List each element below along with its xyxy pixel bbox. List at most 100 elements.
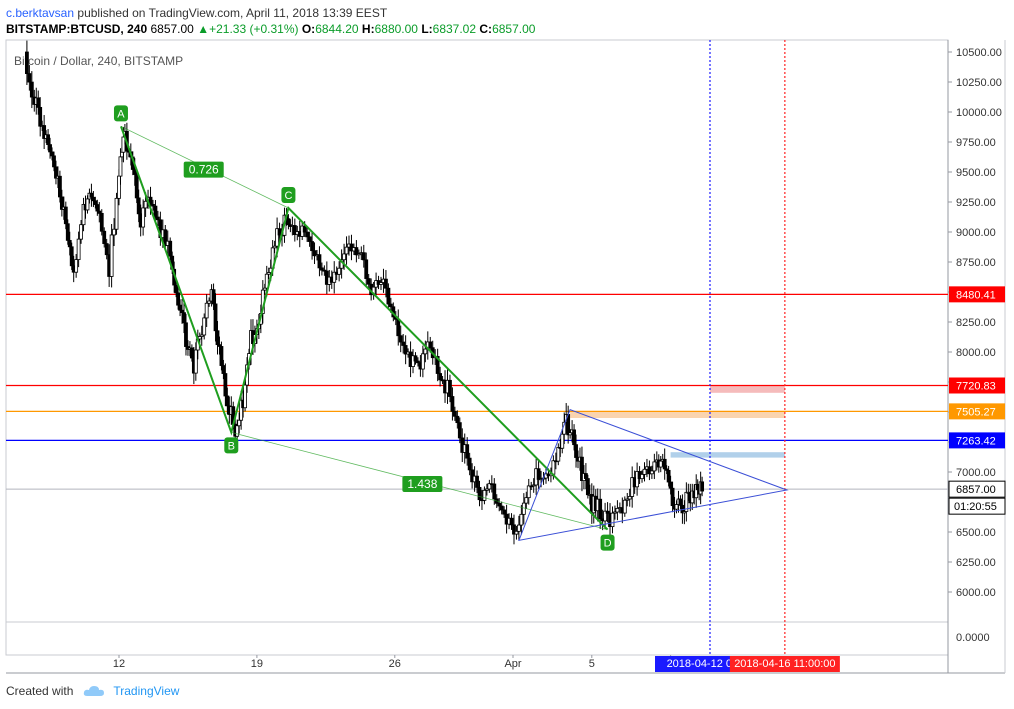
indicator-tick-label: 0.0000 [956,632,990,644]
candle-body [312,250,317,257]
y-tick-label: 8000.00 [956,347,996,359]
candle-body [223,373,228,397]
candle-body [199,334,204,337]
candle [219,341,224,371]
candle-body [215,330,220,346]
candle [610,506,615,534]
candle-body [524,497,529,504]
triangle-pattern[interactable] [518,408,789,542]
tradingview-link[interactable]: TradingView [113,684,180,698]
candle-body [499,505,504,511]
plot-area[interactable] [5,39,949,623]
candle [457,417,462,444]
pattern-point-tag [281,187,296,203]
candle [79,220,83,244]
candle [63,201,68,230]
candle [85,195,90,214]
symbol-label[interactable]: BITSTAMP:BTCUSD, 240 [6,22,148,36]
y-tick-label: 9250.00 [956,197,996,209]
candle [277,222,282,242]
level-price-tag [949,403,1005,420]
candle-body [492,483,497,500]
candle-body [572,429,576,446]
candle [163,224,168,251]
candle-body [435,356,440,374]
candle-body [521,502,526,515]
candle [526,478,531,505]
y-tick-label: 6000.00 [956,587,996,599]
candle [625,492,630,507]
candle-body [668,481,673,489]
level-price-tag [949,286,1005,303]
candle [320,262,324,276]
indicator-pane[interactable] [5,621,949,656]
candle [627,488,632,507]
candle [615,500,620,521]
price-change: +21.33 (+0.31%) [209,22,299,36]
harmonic-pattern-path[interactable] [120,126,609,531]
candle-body [598,498,603,520]
candle-body [213,303,218,332]
ratio-tag [402,476,443,492]
up-arrow-icon: ▲ [197,22,210,36]
author-link[interactable]: c.berktavsan [6,6,75,20]
candle-body [684,491,689,512]
candle [312,242,317,265]
candle [207,297,212,307]
candle-body [156,216,160,221]
candle-body [361,252,366,261]
candle [223,363,228,407]
candle-body [219,346,224,366]
candle [509,513,514,530]
candle-body [514,530,519,535]
candle-body [344,246,349,255]
candle [536,459,541,490]
chart-title: Bitcoin / Dollar, 240, BITSTAMP [14,54,183,68]
candle-body [29,81,34,98]
candle [134,169,139,204]
candle-body [237,419,242,427]
candle [307,231,312,247]
candle [213,293,218,342]
x-tick-label: 12 [113,658,125,670]
candle [151,199,155,211]
low-label: L: [421,22,433,36]
candle-body [104,243,109,256]
candle [292,218,297,242]
candle-body [48,144,52,153]
candle-body [364,259,369,279]
candle [502,506,507,518]
candle [27,65,32,91]
candle-body [615,507,620,513]
candle [141,199,146,236]
candle [332,261,337,294]
candle-body [574,444,578,458]
candle-body [512,524,516,535]
candle-body [560,433,565,449]
candle [243,381,247,412]
y-tick-label: 6500.00 [956,527,996,539]
candle [384,270,388,298]
candle [649,465,654,479]
last-price-tag [948,480,1006,498]
candle-body [342,253,346,261]
candle-body [189,347,194,359]
ratio-tag [183,161,224,178]
candle [112,218,116,247]
candle [199,325,204,346]
candle-body [531,484,536,487]
pattern-point-label: C [284,190,292,202]
candle [109,223,114,288]
candle-body [307,236,312,242]
y-tick-label: 10250.00 [956,77,1002,89]
created-with-text: Created with [6,684,74,698]
candle-body [467,457,472,471]
candle-body [317,254,322,269]
candle [398,325,403,353]
candle-body [89,192,94,198]
candle-body [666,469,671,483]
published-text: published on TradingView.com, April 11, … [77,6,388,20]
candle [420,345,425,378]
ratio-label: 0.726 [189,163,219,177]
